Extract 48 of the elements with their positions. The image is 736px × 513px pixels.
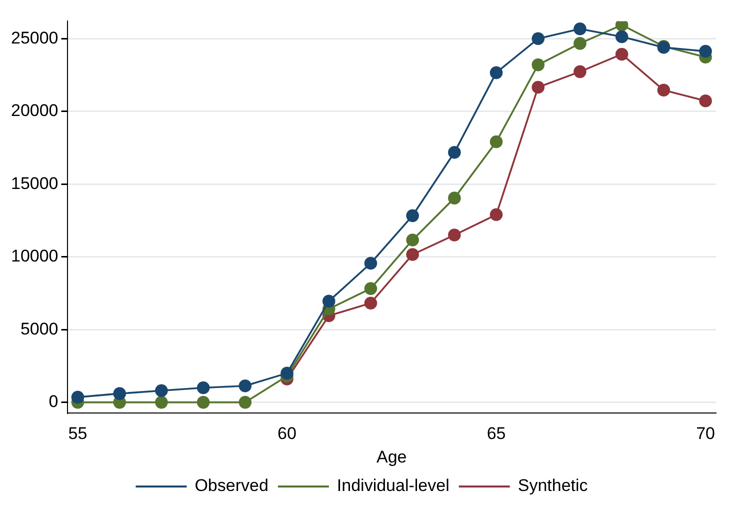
point bbox=[71, 390, 84, 404]
point bbox=[699, 44, 712, 58]
x-tick-label: 60 bbox=[278, 424, 296, 444]
point bbox=[238, 379, 252, 392]
point bbox=[574, 37, 586, 50]
point bbox=[155, 384, 168, 398]
point bbox=[238, 396, 252, 409]
legend-label: Synthetic bbox=[518, 476, 588, 496]
point bbox=[490, 135, 503, 148]
x-tick-label: 70 bbox=[696, 424, 715, 444]
point bbox=[406, 209, 419, 222]
point bbox=[364, 296, 378, 310]
point bbox=[406, 248, 419, 261]
point bbox=[532, 32, 545, 46]
point bbox=[532, 80, 545, 94]
point bbox=[448, 228, 461, 242]
y-tick-label: 0 bbox=[48, 392, 58, 411]
point bbox=[615, 48, 628, 61]
legend-label: Individual-level bbox=[336, 476, 450, 496]
point bbox=[196, 396, 210, 409]
legend-label: Observed bbox=[194, 476, 268, 496]
y-tick-label: 25000 bbox=[10, 28, 58, 48]
point bbox=[155, 396, 168, 409]
y-tick-label: 5000 bbox=[20, 319, 58, 338]
point bbox=[699, 94, 712, 108]
point bbox=[615, 21, 628, 32]
point bbox=[532, 58, 545, 72]
point bbox=[196, 381, 210, 394]
point bbox=[448, 192, 461, 204]
point bbox=[574, 22, 586, 36]
point bbox=[280, 366, 294, 380]
point bbox=[322, 294, 336, 308]
point bbox=[615, 30, 628, 44]
point bbox=[113, 387, 126, 400]
point bbox=[657, 84, 670, 97]
point bbox=[448, 146, 461, 159]
x-tick-label: 65 bbox=[486, 424, 506, 444]
x-axis-title: Age bbox=[376, 447, 407, 466]
y-tick-label: 15000 bbox=[10, 174, 58, 193]
point bbox=[490, 66, 503, 80]
point bbox=[574, 65, 586, 78]
point bbox=[406, 234, 419, 246]
point bbox=[364, 282, 378, 295]
point bbox=[364, 256, 378, 270]
y-tick-label: 10000 bbox=[10, 246, 58, 266]
point bbox=[490, 208, 503, 222]
y-tick-label: 20000 bbox=[10, 101, 58, 120]
x-tick-label: 55 bbox=[68, 424, 88, 444]
